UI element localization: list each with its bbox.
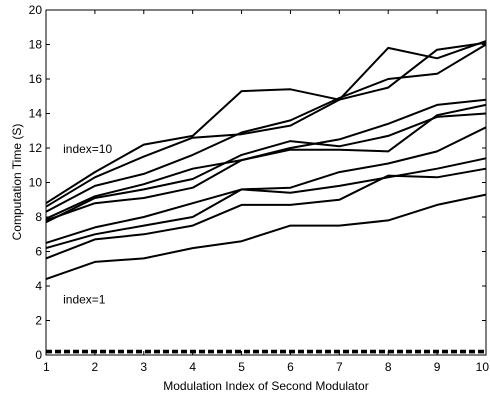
y-tick-label-10: 10 (29, 176, 43, 190)
x-tick-label-2: 2 (92, 360, 99, 374)
x-tick-label-4: 4 (189, 360, 196, 374)
x-tick-label-3: 3 (140, 360, 147, 374)
y-tick-label-2: 2 (35, 314, 42, 328)
x-tick-label-10: 10 (476, 360, 490, 374)
annotation-index-1: index=1 (63, 292, 106, 306)
x-tick-label-8: 8 (385, 360, 392, 374)
series-line-9 (45, 167, 487, 260)
x-tick-label-6: 6 (287, 360, 294, 374)
series-line-7 (45, 126, 487, 244)
x-tick-label-7: 7 (336, 360, 343, 374)
y-axis-title: Computation Time (S) (10, 124, 24, 241)
axis-ticks (45, 9, 487, 356)
series-line-6 (45, 103, 487, 222)
series-line-10 (45, 193, 487, 281)
x-tick-label-1: 1 (43, 360, 50, 374)
y-tick-label-12: 12 (29, 141, 43, 155)
series-lines (45, 40, 487, 354)
series-line-8 (45, 157, 487, 250)
x-tick-label-5: 5 (238, 360, 245, 374)
series-line-2 (45, 41, 487, 208)
y-tick-label-8: 8 (35, 210, 42, 224)
x-axis-title: Modulation Index of Second Modulator (163, 379, 368, 393)
series-line-5 (45, 112, 487, 224)
annotation-index-10: index=10 (63, 142, 112, 156)
y-tick-label-4: 4 (35, 279, 42, 293)
y-tick-label-6: 6 (35, 245, 42, 259)
series-line-1 (45, 40, 487, 205)
x-tick-label-9: 9 (434, 360, 441, 374)
series-line-3 (45, 43, 487, 213)
y-tick-label-14: 14 (29, 107, 43, 121)
y-tick-label-18: 18 (29, 38, 43, 52)
y-tick-label-0: 0 (35, 348, 42, 362)
y-tick-label-16: 16 (29, 72, 43, 86)
y-tick-label-20: 20 (29, 3, 43, 17)
